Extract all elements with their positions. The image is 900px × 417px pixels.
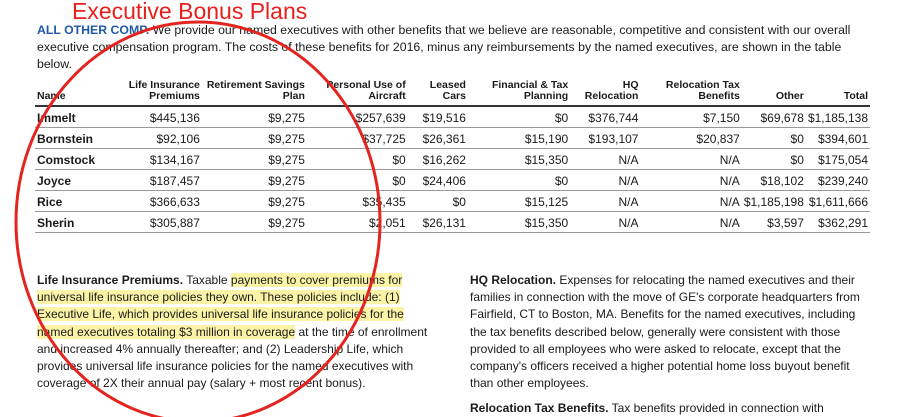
cell: $0 (407, 190, 468, 212)
note-text: Taxable (186, 273, 231, 287)
cell: N/A (570, 190, 641, 212)
cell: $69,678 (741, 106, 806, 128)
cell: $26,131 (407, 211, 468, 233)
note-heading: HQ Relocation. (470, 273, 557, 287)
cell: $0 (741, 127, 806, 149)
cell: $15,125 (467, 190, 571, 212)
cell: $0 (306, 148, 408, 170)
cell: $9,275 (201, 190, 307, 212)
cell: N/A (640, 148, 742, 170)
cell: $0 (467, 169, 571, 191)
cell: $15,350 (467, 148, 571, 170)
cell: $0 (306, 169, 408, 191)
column-header: Personal Use of Aircraft (306, 80, 408, 107)
cell: N/A (570, 211, 641, 233)
table-row: Bornstein $92,106 $9,275 $37,725 $26,361 $15,… (35, 127, 870, 149)
intro: ALL OTHER COMP. We provide our named exe… (37, 22, 867, 73)
cell: $15,350 (467, 211, 571, 233)
table: Name Life Insurance Premiums Retirement Sa… (35, 80, 870, 233)
note-paragraph: HQ Relocation. Expenses for relocating t… (470, 272, 870, 392)
cell: $18,102 (741, 169, 806, 191)
cell: $1,185,198 (741, 190, 806, 212)
cell: $376,744 (570, 106, 641, 128)
row-name: Comstock (35, 148, 98, 170)
note-text: Expenses for relocating the named execut… (470, 273, 860, 391)
note-paragraph: Life Insurance Premiums. Taxable payment… (37, 272, 437, 392)
note-paragraph: Relocation Tax Benefits. Tax benefits pr… (470, 400, 870, 417)
cell: $175,054 (805, 148, 870, 170)
column-header: Retirement Savings Plan (201, 80, 307, 107)
cell: $16,262 (407, 148, 468, 170)
cell: $257,639 (306, 106, 408, 128)
cell: N/A (640, 169, 742, 191)
cell: $1,185,138 (805, 106, 870, 128)
cell: $187,457 (97, 169, 202, 191)
cell: $3,597 (741, 211, 806, 233)
cell: $394,601 (805, 127, 870, 149)
table-row: Comstock $134,167 $9,275 $0 $16,262 $15,350 N/… (35, 148, 870, 170)
row-name: Sherin (35, 211, 98, 233)
cell: $37,725 (306, 127, 408, 149)
cell: N/A (570, 169, 641, 191)
title: Executive Bonus Plans (72, 0, 308, 24)
table-row: Sherin $305,887 $9,275 $2,051 $26,131 $15,350… (35, 211, 870, 233)
column-header: HQ Relocation (570, 80, 641, 107)
cell: $35,435 (306, 190, 408, 212)
column-header: Life Insurance Premiums (97, 80, 202, 107)
table-row: Rice $366,633 $9,275 $35,435 $0 $15,125 N/A N/A… (35, 190, 870, 212)
column-header: Relocation Tax Benefits (640, 80, 742, 107)
note-heading: Life Insurance Premiums. (37, 273, 184, 287)
cell: $1,611,666 (805, 190, 870, 212)
note-heading: Relocation Tax Benefits. (470, 401, 609, 415)
cell: $7,150 (640, 106, 742, 128)
column-header: Name (35, 80, 98, 107)
cell: $15,190 (467, 127, 571, 149)
cell: N/A (570, 148, 641, 170)
table-row: Immelt $445,136 $9,275 $257,639 $19,516 $0 $37… (35, 106, 870, 128)
cell: N/A (640, 211, 742, 233)
intro-text: We provide our named executives with oth… (37, 23, 851, 71)
table-row: Joyce $187,457 $9,275 $0 $24,406 $0 N/A N/A $18,… (35, 169, 870, 191)
cell: $24,406 (407, 169, 468, 191)
cell: $445,136 (97, 106, 202, 128)
cell: $9,275 (201, 211, 307, 233)
cell: $92,106 (97, 127, 202, 149)
cell: $20,837 (640, 127, 742, 149)
note-text: Tax benefits provided in connection with (611, 401, 824, 415)
cell: $362,291 (805, 211, 870, 233)
cell: $305,887 (97, 211, 202, 233)
column-header: Leased Cars (407, 80, 468, 107)
column-header: Other (741, 80, 806, 107)
cell: $0 (741, 148, 806, 170)
row-name: Rice (35, 190, 98, 212)
cell: $134,167 (97, 148, 202, 170)
header-row: Name Life Insurance Premiums Retirement Sa… (35, 80, 870, 107)
cell: $193,107 (570, 127, 641, 149)
cell: $19,516 (407, 106, 468, 128)
row-name: Joyce (35, 169, 98, 191)
cell: $239,240 (805, 169, 870, 191)
cell: $9,275 (201, 106, 307, 128)
cell: $0 (467, 106, 571, 128)
cell: $9,275 (201, 148, 307, 170)
intro-label: ALL OTHER COMP. (37, 23, 150, 37)
row-name: Bornstein (35, 127, 98, 149)
cell: $26,361 (407, 127, 468, 149)
table-body: Immelt $445,136 $9,275 $257,639 $19,516 $0 $37… (35, 106, 870, 233)
column-header: Total (805, 80, 870, 107)
cell: $2,051 (306, 211, 408, 233)
cell: N/A (640, 190, 742, 212)
row-name: Immelt (35, 106, 98, 128)
column-header: Financial & Tax Planning (467, 80, 571, 107)
cell: $9,275 (201, 127, 307, 149)
cell: $366,633 (97, 190, 202, 212)
cell: $9,275 (201, 169, 307, 191)
